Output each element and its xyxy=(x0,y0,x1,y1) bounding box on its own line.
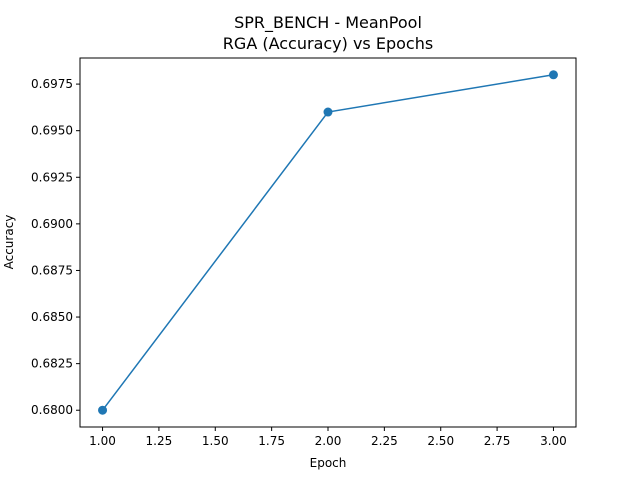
x-tick-label: 1.00 xyxy=(89,434,116,448)
x-axis: 1.00 1.25 1.50 1.75 2.00 2.25 2.50 2.75 3.00 xyxy=(89,427,567,448)
y-tick-label: 0.6925 xyxy=(31,170,73,184)
data-point xyxy=(98,405,108,415)
y-axis-label: Accuracy xyxy=(2,215,16,270)
x-tick-label: 1.75 xyxy=(258,434,285,448)
y-tick-label: 0.6875 xyxy=(31,263,73,277)
x-tick-label: 1.25 xyxy=(146,434,173,448)
y-tick-label: 0.6825 xyxy=(31,357,73,371)
y-tick-label: 0.6975 xyxy=(31,77,73,91)
x-axis-label: Epoch xyxy=(310,456,347,470)
x-tick-label: 2.00 xyxy=(315,434,342,448)
data-point xyxy=(323,107,333,117)
data-point xyxy=(548,70,558,80)
x-tick-label: 1.50 xyxy=(202,434,229,448)
y-tick-label: 0.6900 xyxy=(31,217,73,231)
x-tick-label: 3.00 xyxy=(540,434,567,448)
y-tick-label: 0.6950 xyxy=(31,124,73,138)
x-tick-label: 2.25 xyxy=(371,434,398,448)
y-tick-label: 0.6800 xyxy=(31,403,73,417)
plot-area xyxy=(98,70,558,415)
y-tick-label: 0.6850 xyxy=(31,310,73,324)
x-tick-label: 2.75 xyxy=(484,434,511,448)
chart-title-line2: RGA (Accuracy) vs Epochs xyxy=(223,34,433,53)
y-axis: 0.6800 0.6825 0.6850 0.6875 0.6900 0.6925 0.69… xyxy=(31,77,80,417)
x-tick-label: 2.50 xyxy=(427,434,454,448)
chart-title-line1: SPR_BENCH - MeanPool xyxy=(234,13,422,33)
series-line xyxy=(101,74,554,411)
